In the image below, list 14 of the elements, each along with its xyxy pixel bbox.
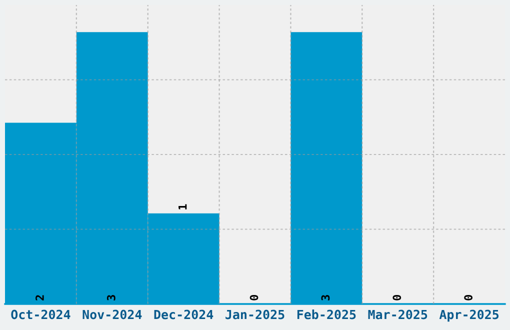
x-tick-label: Jan-2025 xyxy=(226,310,284,320)
data-label: 0 xyxy=(250,294,258,300)
x-tick-label: Oct-2024 xyxy=(11,310,70,320)
data-label: 3 xyxy=(106,295,116,300)
x-tick-label: Apr-2025 xyxy=(439,310,499,322)
x-tick-label: Nov-2024 xyxy=(82,310,142,320)
x-tick-label: Mar-2025 xyxy=(368,310,428,320)
x-tick-label: Feb-2025 xyxy=(297,310,356,320)
data-label: 3 xyxy=(321,295,330,300)
data-label: 0 xyxy=(392,294,402,300)
data-label: 0 xyxy=(464,294,473,300)
data-label: 1 xyxy=(178,204,187,210)
x-tick-label: Dec-2024 xyxy=(154,310,214,320)
data-label: 2 xyxy=(36,295,44,300)
